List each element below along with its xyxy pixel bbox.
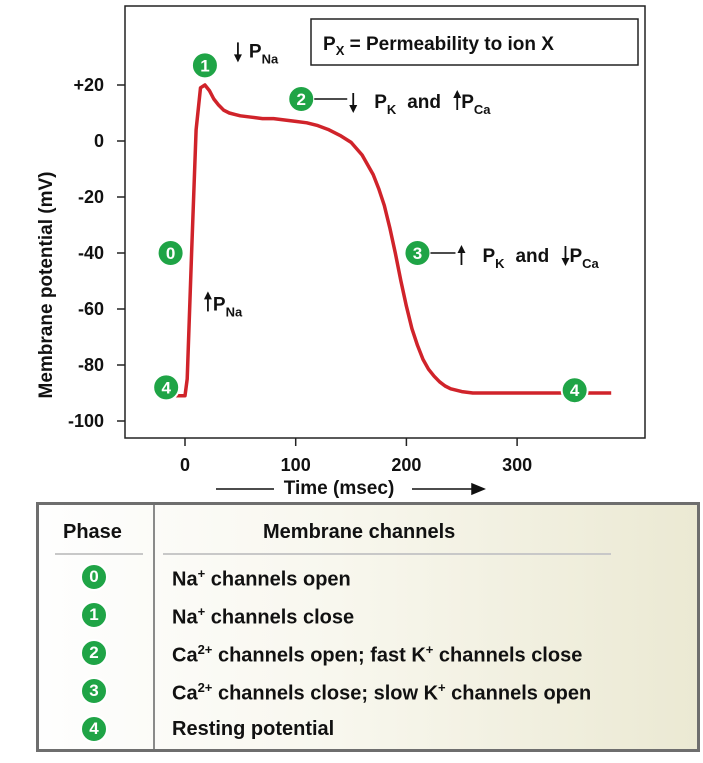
phase-badge: 2 [287, 85, 316, 113]
phase-badge: 2 [80, 639, 108, 667]
phase-legend-table: Phase Membrane channels 0 Na+ channels op… [36, 502, 700, 752]
phase-badge: 0 [80, 563, 108, 591]
up-arrow-icon [457, 245, 466, 265]
down-arrow-icon [349, 93, 358, 113]
legend-row: 2 Ca2+ channels open; fast K+ channels cl… [39, 635, 679, 671]
phase-badge: 0 [156, 239, 185, 267]
legend-row-description: Ca2+ channels open; fast K+ channels clo… [172, 642, 583, 667]
y-tick-label: -20 [78, 187, 104, 207]
svg-text:2: 2 [297, 90, 306, 109]
phase-badge: 4 [560, 376, 589, 405]
action-potential-chart: 0 100 200 300 +20 0 -20 -40 -60 -80 -100 Membrane… [36, 5, 646, 499]
y-tick-label: +20 [73, 75, 104, 95]
y-axis-title: Membrane potential (mV) [36, 172, 57, 399]
phase-badge: 1 [190, 51, 219, 80]
y-tick-label: 0 [94, 131, 104, 151]
y-tick-label: -60 [78, 299, 104, 319]
x-tick-label: 200 [391, 455, 421, 475]
phase-badge: 4 [80, 715, 108, 743]
permeability-key-box: PX = Permeability to ion X [310, 18, 639, 66]
x-tick-label: 0 [180, 455, 190, 475]
legend-header-channels: Membrane channels [263, 521, 456, 543]
down-arrow-icon [561, 246, 570, 266]
up-arrow-icon [453, 90, 462, 110]
legend-row: 1 Na+ channels close [39, 597, 679, 633]
plot-frame [124, 5, 646, 439]
legend-column-divider [153, 505, 155, 749]
y-axis-ticks: +20 0 -20 -40 -60 -80 -100 [68, 75, 125, 431]
legend-row: 0 Na+ channels open [39, 559, 679, 595]
x-tick-label: 300 [502, 455, 532, 475]
legend-row-description: Na+ channels open [172, 566, 351, 591]
down-arrow-icon [233, 42, 242, 63]
svg-text:1: 1 [200, 56, 209, 75]
up-arrow-icon [203, 291, 212, 312]
phase-badge: 3 [80, 677, 108, 705]
annotation-joiner: and [515, 246, 549, 267]
annotation-joiner: and [407, 92, 441, 113]
phase-badge: 4 [152, 373, 181, 402]
x-axis-arrows [216, 482, 486, 496]
legend-row-description: Resting potential [172, 718, 335, 740]
svg-text:3: 3 [413, 244, 422, 263]
legend-row: 4 Resting potential [39, 711, 679, 747]
phase-badge: 3 [403, 239, 432, 267]
y-tick-label: -80 [78, 355, 104, 375]
x-tick-label: 100 [281, 455, 311, 475]
header-rule [163, 553, 611, 555]
header-rule [55, 553, 143, 555]
phase-badge: 1 [80, 601, 108, 629]
svg-text:4: 4 [570, 381, 580, 400]
legend-row-description: Ca2+ channels close; slow K+ channels op… [172, 680, 592, 705]
svg-text:PX = Permeability to ion X: PX = Permeability to ion X [323, 34, 554, 58]
y-tick-label: -40 [78, 243, 104, 263]
y-tick-label: -100 [68, 411, 104, 431]
x-axis-title: Time (msec) [284, 478, 395, 499]
legend-row: 3 Ca2+ channels close; slow K+ channels o… [39, 673, 679, 709]
svg-text:0: 0 [166, 244, 175, 263]
legend-header-phase: Phase [63, 521, 122, 543]
svg-text:4: 4 [161, 378, 171, 397]
membrane-potential-line [157, 83, 612, 398]
x-axis-ticks: 0 100 200 300 [180, 438, 532, 475]
legend-row-description: Na+ channels close [172, 604, 355, 629]
